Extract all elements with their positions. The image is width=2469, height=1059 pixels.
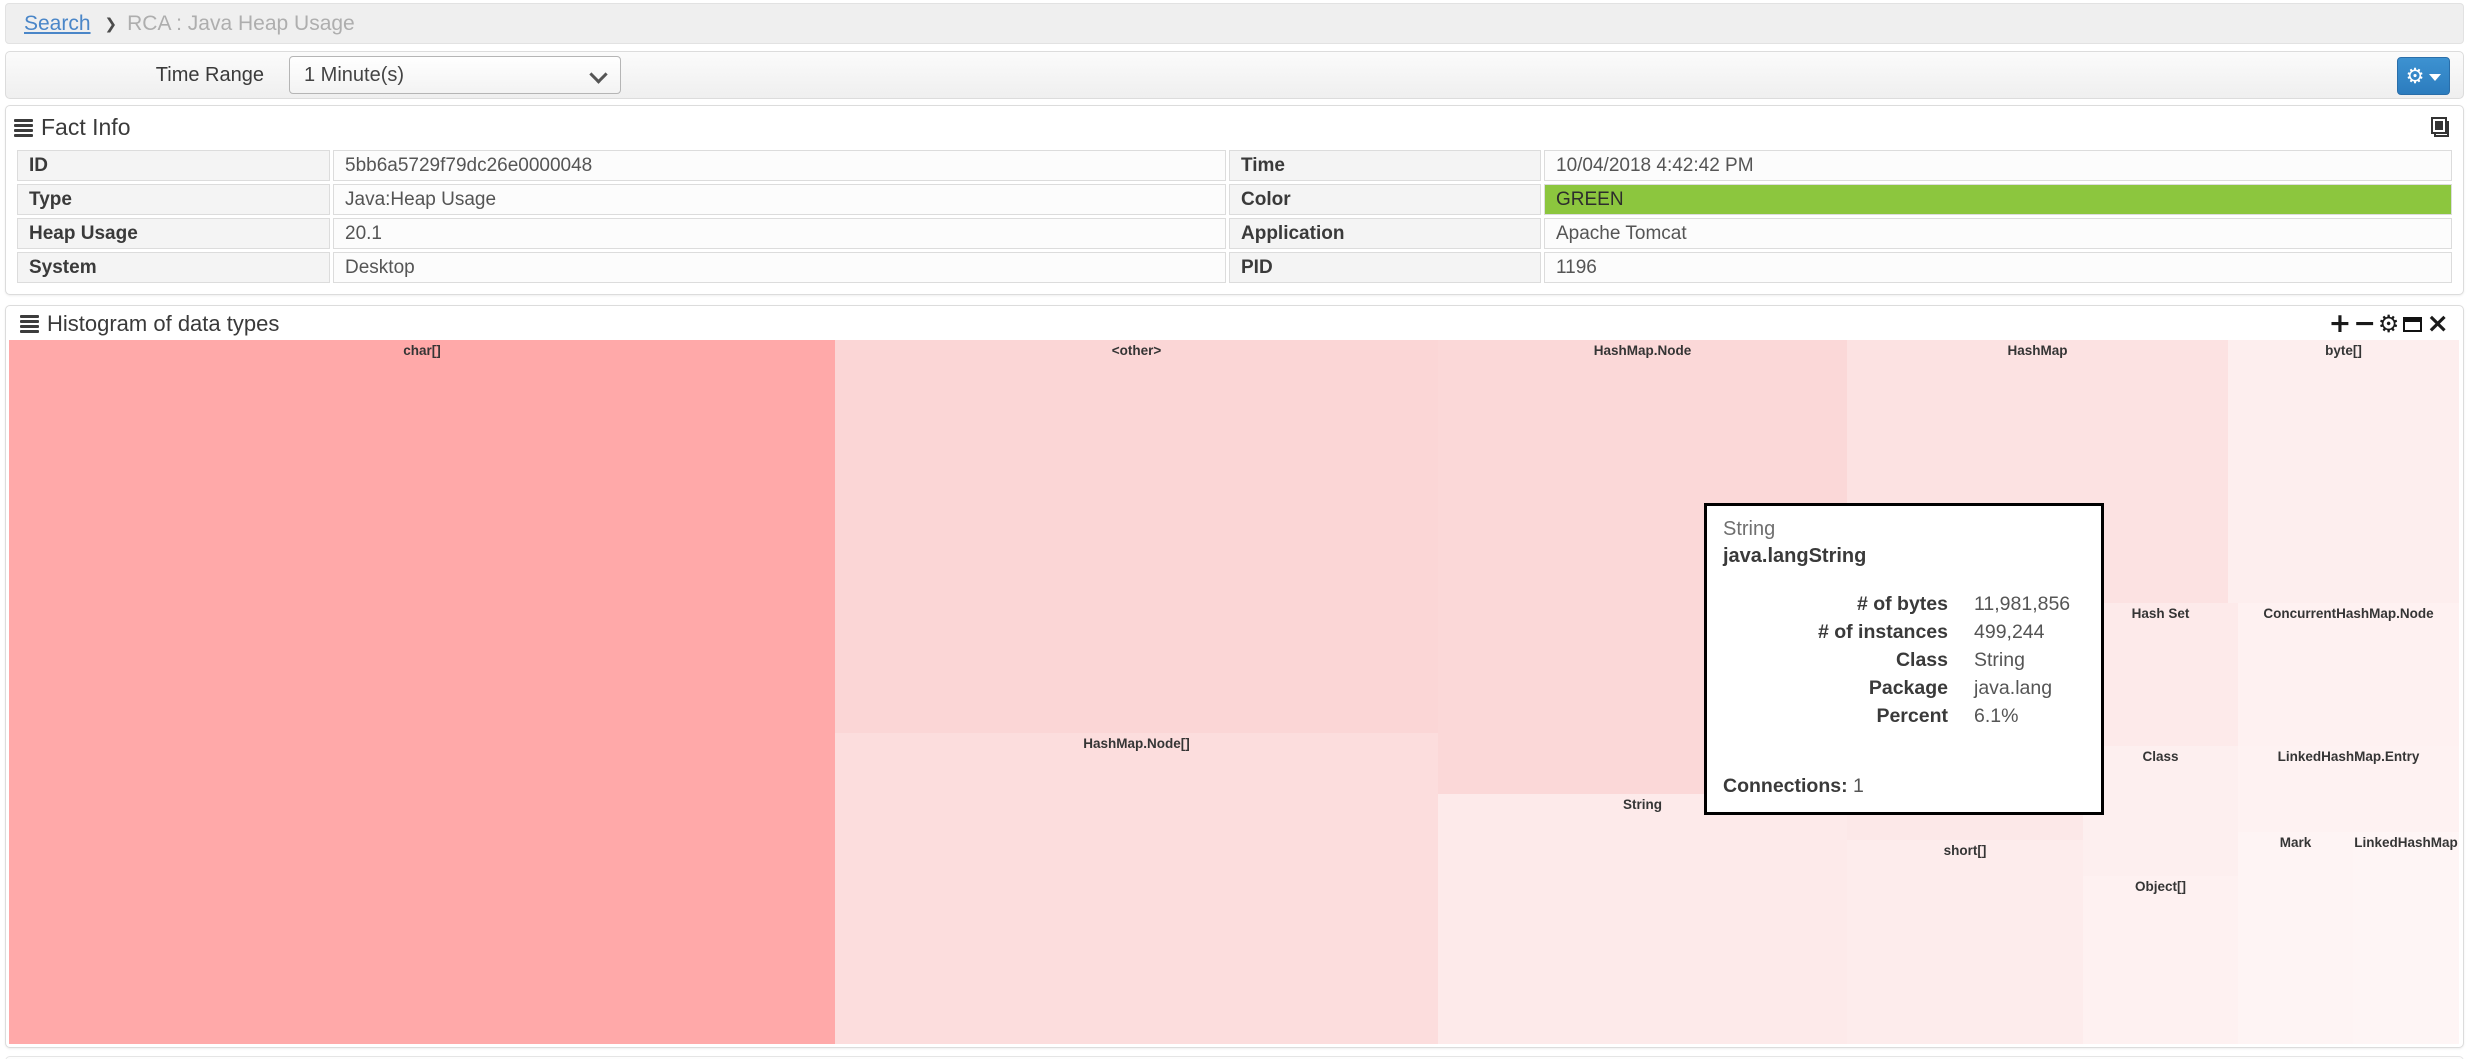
tooltip-stat-row: # of bytes 11,981,856 [1723,590,2085,618]
tooltip-connections: Connections: 1 [1723,775,2085,800]
settings-dropdown-button[interactable]: ⚙ [2397,57,2450,95]
fact-label-cell: System [17,252,330,283]
treemap-block-label: Class [2142,749,2179,764]
treemap-block-other[interactable]: <other> [835,340,1438,733]
settings-button[interactable]: ⚙ [2377,310,2400,338]
fact-label-cell: Heap Usage [17,218,330,249]
tooltip-stat-value: 499,244 [1974,620,2045,643]
fact-value-cell: 20.1 [333,218,1226,249]
treemap-block-linkedhashmap[interactable]: LinkedHashMap [2353,832,2459,1044]
treemap-block-label: Mark [2279,835,2312,850]
tooltip-stat-value: 6.1% [1974,704,2019,727]
time-range-label: Time Range [155,63,264,86]
breadcrumb-current-page: RCA : Java Heap Usage [127,11,355,35]
treemap-block-label: LinkedHashMap.Entry [2277,749,2420,764]
tooltip-stat-label: Percent [1876,704,1948,727]
fact-info-table: ID 5bb6a5729f79dc26e0000048 Time 10/04/2018… [14,147,2455,286]
gear-icon: ⚙ [2405,64,2425,88]
zoom-out-button[interactable]: − [2353,308,2376,339]
menu-icon [14,117,33,139]
tooltip-type: String [1723,518,1776,540]
treemap-block-label: HashMap [2007,343,2068,358]
fact-info-title: Fact Info [41,114,131,140]
fact-label-cell: Type [17,184,330,215]
treemap-block-label: byte[] [2325,343,2362,358]
treemap-block-label: String [1623,797,1662,812]
fact-value-cell: GREEN [1544,184,2452,215]
fact-label-cell: ID [17,150,330,181]
treemap-block-string[interactable]: String [1438,794,1847,1044]
fact-label-cell: Color [1229,184,1541,215]
fact-label-cell: Time [1229,150,1541,181]
fact-value-cell: Apache Tomcat [1544,218,2452,249]
tooltip-connections-label: Connections: [1723,775,1848,797]
zoom-in-button[interactable]: + [2328,308,2352,339]
table-row: ID 5bb6a5729f79dc26e0000048 Time 10/04/2018… [17,150,2452,181]
table-row: System Desktop PID 1196 [17,252,2452,283]
treemap-block-label: HashMap.Node[] [1083,736,1190,751]
tooltip-stat-row: # of instances 499,244 [1723,618,2085,646]
tooltip-full-name: java.langString [1723,545,1867,567]
copy-icon[interactable] [2427,115,2453,141]
fact-value-cell: Java:Heap Usage [333,184,1226,215]
histogram-controls: + − ⚙ × [2328,308,2449,339]
tooltip-stat-row: Package java.lang [1723,674,2085,702]
breadcrumb-search-link[interactable]: Search [24,11,91,35]
treemap-block-char[interactable]: char[] [9,340,835,1044]
time-range-toolbar: Time Range 1 Minute(s) ⚙ [5,51,2464,99]
tooltip-stat-value: String [1974,648,2025,671]
tooltip-stat-value: java.lang [1974,676,2053,699]
treemap-block-label: <other> [1111,343,1162,358]
maximize-button[interactable] [2403,316,2423,332]
treemap: LinkedHashMap Mark Object[] LinkedHashMap.E… [9,340,2460,1044]
treemap-block-label: ConcurrentHashMap.Node [2263,606,2434,621]
tooltip-stat-label: # of instances [1817,620,1948,643]
table-row: Type Java:Heap Usage Color GREEN [17,184,2452,215]
treemap-block-hashmap-node[interactable]: HashMap.Node[] [835,733,1438,1044]
tooltip-stats: # of bytes 11,981,856 # of instances 499,24… [1723,590,2085,730]
treemap-block-label: Hash Set [2131,606,2190,621]
time-range-select-wrap: 1 Minute(s) [289,56,621,94]
treemap-block-label: char[] [403,343,441,358]
tooltip-stat-row: Percent 6.1% [1723,702,2085,730]
tooltip-stat-label: # of bytes [1856,592,1948,615]
treemap-tooltip: String java.langString # of bytes 11,981,… [1704,503,2104,815]
treemap-block-concurrenthashmap-node[interactable]: ConcurrentHashMap.Node [2238,603,2459,746]
breadcrumb-chevron-icon: ❯ [104,15,118,33]
treemap-block-mark[interactable]: Mark [2238,832,2353,1044]
tooltip-stat-row: Class String [1723,646,2085,674]
tooltip-connections-value: 1 [1853,775,1864,797]
treemap-block-linkedhashmap-entry[interactable]: LinkedHashMap.Entry [2238,746,2459,832]
table-row: Heap Usage 20.1 Application Apache Tomcat [17,218,2452,249]
fact-value-cell: 10/04/2018 4:42:42 PM [1544,150,2452,181]
fact-info-header: Fact Info [6,106,2463,147]
tooltip-stat-label: Package [1868,676,1948,699]
treemap-block-label: short[] [1943,843,1987,858]
treemap-block-label: Object[] [2134,879,2186,894]
fact-value-cell: Desktop [333,252,1226,283]
tooltip-stat-value: 11,981,856 [1974,592,2071,615]
histogram-panel: Histogram of data types + − ⚙ × LinkedHashM… [5,305,2464,1048]
fact-value-cell: 5bb6a5729f79dc26e0000048 [333,150,1226,181]
treemap-block-short[interactable]: short[] [1847,840,2083,1044]
chevron-down-icon [2429,73,2442,81]
fact-value-cell: 1196 [1544,252,2452,283]
breadcrumb: Search ❯ RCA : Java Heap Usage [5,3,2464,44]
treemap-block-label: HashMap.Node [1593,343,1692,358]
treemap-block-label: LinkedHashMap [2354,835,2458,850]
histogram-header: Histogram of data types + − ⚙ × [6,306,2463,340]
treemap-block-byte[interactable]: byte[] [2228,340,2459,603]
close-button[interactable]: × [2426,308,2449,339]
treemap-block-hash-set[interactable]: Hash Set [2083,603,2238,746]
menu-icon [20,313,39,335]
treemap-block-object[interactable]: Object[] [2083,876,2238,1044]
histogram-title: Histogram of data types [47,311,280,336]
treemap-block-class[interactable]: Class [2083,746,2238,876]
fact-label-cell: Application [1229,218,1541,249]
time-range-select[interactable]: 1 Minute(s) [289,56,621,94]
fact-label-cell: PID [1229,252,1541,283]
tooltip-stat-label: Class [1895,648,1948,671]
fact-info-panel: Fact Info ID 5bb6a5729f79dc26e0000048 Time… [5,105,2464,295]
